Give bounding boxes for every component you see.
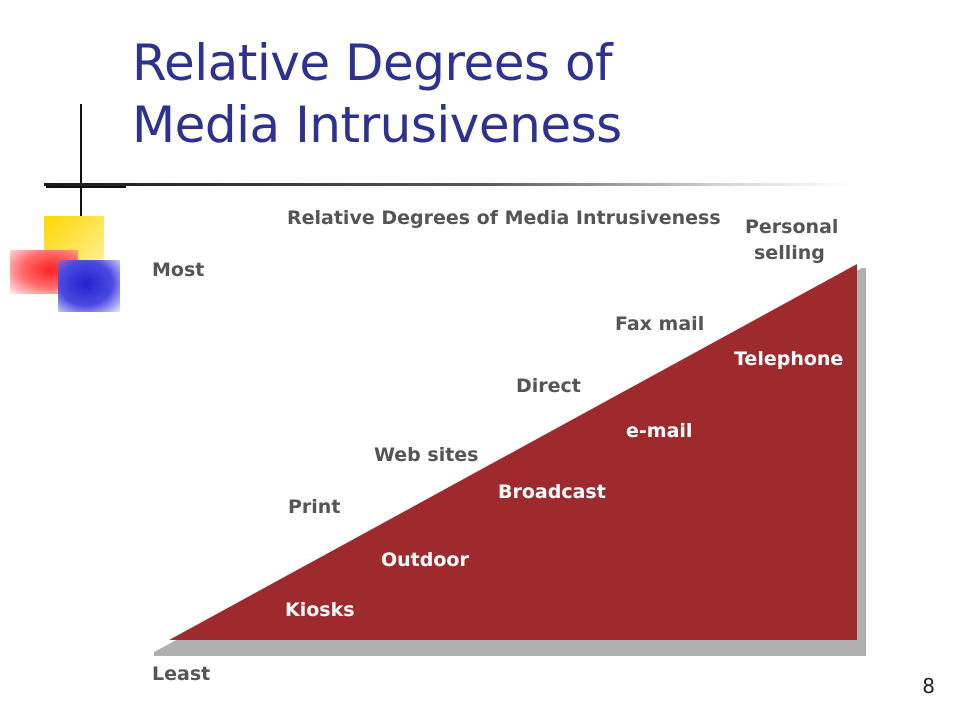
axis-label-least: Least — [152, 663, 210, 685]
label-personal-selling-line1: Personal — [745, 216, 838, 238]
blue-square — [58, 260, 120, 312]
slide-title-line1: Relative Degrees of — [132, 34, 613, 92]
logo-vertical-line — [80, 104, 82, 216]
label-broadcast: Broadcast — [498, 481, 606, 503]
label-personal-selling-line2: selling — [754, 242, 825, 264]
label-web-sites: Web sites — [374, 444, 478, 466]
label-fax-mail: Fax mail — [615, 313, 704, 335]
slide-title-line2: Media Intrusiveness — [132, 96, 622, 154]
axis-label-most: Most — [152, 259, 204, 281]
label-print: Print — [288, 496, 340, 518]
label-direct: Direct — [516, 375, 581, 397]
title-underline — [44, 183, 854, 186]
slide-title: Relative Degrees of Media Intrusiveness — [132, 32, 622, 156]
decorative-squares-logo — [0, 100, 135, 312]
intrusiveness-triangle — [169, 264, 857, 640]
diagram-heading: Relative Degrees of Media Intrusiveness — [287, 207, 721, 229]
slide-number: 8 — [922, 674, 935, 698]
label-outdoor: Outdoor — [381, 549, 469, 571]
label-e-mail: e-mail — [626, 420, 692, 442]
logo-horizontal-line — [46, 186, 126, 188]
label-kiosks: Kiosks — [285, 599, 355, 621]
label-telephone: Telephone — [734, 348, 843, 370]
